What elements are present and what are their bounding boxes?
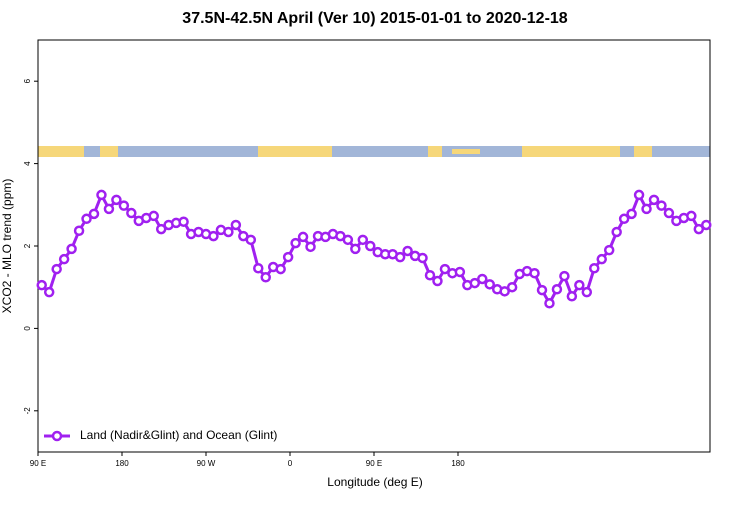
legend-label: Land (Nadir&Glint) and Ocean (Glint) <box>80 428 277 442</box>
point <box>648 194 660 206</box>
point <box>439 263 451 275</box>
point <box>626 208 637 220</box>
point <box>103 203 115 215</box>
point <box>43 286 55 298</box>
y-tick-label: 6 <box>23 78 32 83</box>
point <box>81 213 92 225</box>
point <box>559 270 570 282</box>
point <box>260 272 271 283</box>
point <box>66 243 77 255</box>
point <box>506 281 518 293</box>
y-tick-label: 2 <box>23 243 32 248</box>
y-tick-label: 4 <box>23 161 32 166</box>
y-tick-label: -2 <box>23 407 32 415</box>
point <box>551 284 563 295</box>
point <box>118 200 130 211</box>
point <box>536 284 548 296</box>
point <box>581 286 593 298</box>
point <box>36 279 47 291</box>
point <box>603 244 615 256</box>
point <box>499 286 510 297</box>
legend-marker <box>51 430 63 442</box>
point <box>111 194 122 206</box>
point <box>253 262 264 274</box>
point <box>417 252 428 264</box>
point <box>342 234 354 246</box>
x-axis-label: Longitude (deg E) <box>327 475 422 489</box>
point <box>305 241 316 253</box>
x-tick-label: 90 E <box>30 459 46 468</box>
point <box>663 207 675 219</box>
x-tick-label: 90 W <box>197 459 216 468</box>
x-tick-label: 180 <box>451 459 465 468</box>
point <box>51 263 62 275</box>
point <box>424 270 436 281</box>
point <box>58 253 70 265</box>
point <box>529 267 540 279</box>
point <box>282 251 294 263</box>
point <box>155 223 167 235</box>
chart-title: 37.5N-42.5N April (Ver 10) 2015-01-01 to… <box>182 10 568 27</box>
x-tick-label: 90 E <box>366 459 382 468</box>
point <box>402 245 413 257</box>
point <box>350 243 361 255</box>
point <box>96 189 107 201</box>
point <box>223 226 234 238</box>
point <box>596 253 607 265</box>
point <box>618 213 630 225</box>
point <box>693 223 705 235</box>
point <box>297 231 309 243</box>
x-tick-label: 180 <box>115 459 129 468</box>
point <box>275 263 286 275</box>
point <box>566 291 578 302</box>
point <box>633 189 645 201</box>
point <box>686 210 697 222</box>
point <box>656 200 667 211</box>
x-tick-label: 0 <box>288 459 293 468</box>
point <box>484 279 495 290</box>
point <box>88 208 100 220</box>
point <box>454 266 466 278</box>
point <box>611 226 622 238</box>
point <box>544 298 555 309</box>
point <box>126 207 137 219</box>
point <box>178 216 189 227</box>
point <box>357 234 369 246</box>
point <box>245 234 257 246</box>
point <box>365 240 376 252</box>
y-axis-label: XCO2 - MLO trend (ppm) <box>0 179 14 314</box>
point <box>477 273 488 285</box>
point <box>574 279 585 291</box>
point <box>701 219 712 231</box>
point <box>73 225 85 237</box>
map-strip <box>38 146 710 157</box>
point <box>148 210 159 222</box>
y-tick-label: 0 <box>23 326 32 331</box>
point <box>208 230 219 242</box>
point <box>290 237 301 249</box>
point <box>230 219 242 231</box>
point <box>641 203 652 215</box>
point <box>469 277 481 289</box>
point <box>589 262 600 274</box>
point <box>394 251 406 263</box>
point <box>432 275 443 287</box>
